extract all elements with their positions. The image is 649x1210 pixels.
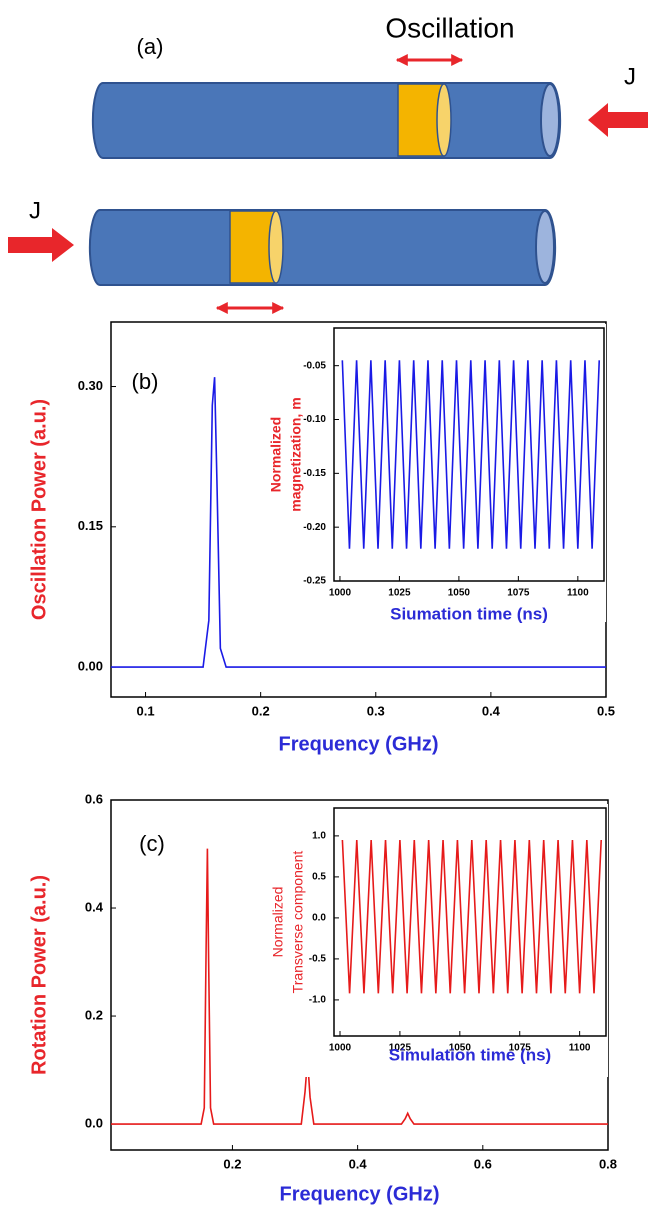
y-axis-title: Rotation Power (a.u.) [28, 875, 50, 1075]
y-tick-label: -0.05 [303, 360, 326, 371]
y-tick-label: 0.0 [312, 913, 326, 924]
x-tick-label: 0.1 [136, 703, 154, 718]
plot-frame [333, 327, 605, 582]
x-tick-label: 0.6 [474, 1156, 492, 1171]
x-axis-title: Siumation time (ns) [390, 604, 548, 623]
y-tick-label: 1.0 [312, 831, 326, 842]
y-tick-label: -0.10 [303, 414, 326, 425]
y-tick-label: -0.25 [303, 576, 326, 587]
x-tick-label: 1000 [329, 1043, 352, 1054]
y-tick-label: 0.15 [78, 518, 103, 533]
y-tick-label: 0.4 [85, 899, 104, 914]
current-label: J [29, 197, 41, 224]
y-tick-label: 0.0 [85, 1116, 103, 1131]
y-tick-label: -1.0 [309, 995, 327, 1006]
nanowire [91, 82, 562, 159]
panel-label: (a) [137, 34, 164, 59]
x-tick-label: 0.4 [349, 1156, 368, 1171]
y-axis-title: Transverse component [290, 851, 306, 994]
x-tick-label: 1075 [507, 588, 530, 599]
current-arrow [8, 228, 74, 262]
data-line [111, 377, 606, 668]
diagram-title: Oscillation [385, 12, 514, 43]
x-tick-label: 0.5 [597, 703, 615, 718]
data-line [341, 839, 603, 994]
nanowire [88, 209, 557, 286]
data-line [111, 848, 608, 1125]
inset-background [264, 324, 606, 622]
x-tick-label: 1100 [569, 1043, 591, 1054]
x-tick-label: 1025 [389, 1043, 412, 1054]
diagram: (a) Oscillation J J [8, 12, 648, 314]
x-tick-label: 0.3 [367, 703, 385, 718]
y-axis-title: Oscillation Power (a.u.) [28, 399, 50, 620]
current-arrow [588, 103, 648, 137]
wire-end [540, 83, 560, 157]
y-tick-label: 0.2 [85, 1007, 103, 1022]
y-axis-title: magnetization, m [288, 397, 304, 511]
x-tick-label: 1050 [448, 588, 471, 599]
y-tick-label: 0.00 [78, 659, 103, 674]
wire-end [535, 210, 555, 284]
y-tick-label: -0.5 [309, 954, 327, 965]
x-tick-label: 1025 [388, 588, 411, 599]
inset-background [264, 804, 608, 1077]
x-tick-label: 0.4 [482, 703, 501, 718]
y-tick-label: 0.6 [85, 791, 103, 806]
x-tick-label: 0.2 [223, 1156, 241, 1171]
x-tick-label: 0.8 [599, 1156, 617, 1171]
plot-frame [333, 807, 607, 1037]
x-tick-label: 1075 [509, 1043, 532, 1054]
domain-wall-edge [436, 83, 452, 157]
x-tick-label: 1000 [329, 588, 352, 599]
y-axis-title: Normalized [268, 417, 284, 492]
y-tick-label: -0.20 [303, 522, 326, 533]
x-axis-title: Simulation time (ns) [389, 1045, 551, 1064]
y-tick-label: 0.5 [312, 872, 326, 883]
y-tick-label: 0.30 [78, 378, 103, 393]
panel-label: (c) [139, 831, 165, 856]
current-label: J [624, 63, 636, 90]
y-axis-title: Normalized [270, 887, 286, 958]
x-axis-title: Frequency (GHz) [278, 733, 438, 755]
x-tick-label: 1100 [567, 588, 589, 599]
x-tick-label: 1050 [449, 1043, 472, 1054]
y-tick-label: -0.15 [303, 468, 326, 479]
x-axis-title: Frequency (GHz) [279, 1183, 439, 1205]
x-tick-label: 0.2 [252, 703, 270, 718]
domain-wall-edge [268, 210, 284, 284]
panel-label: (b) [132, 369, 159, 394]
data-line [341, 360, 601, 549]
